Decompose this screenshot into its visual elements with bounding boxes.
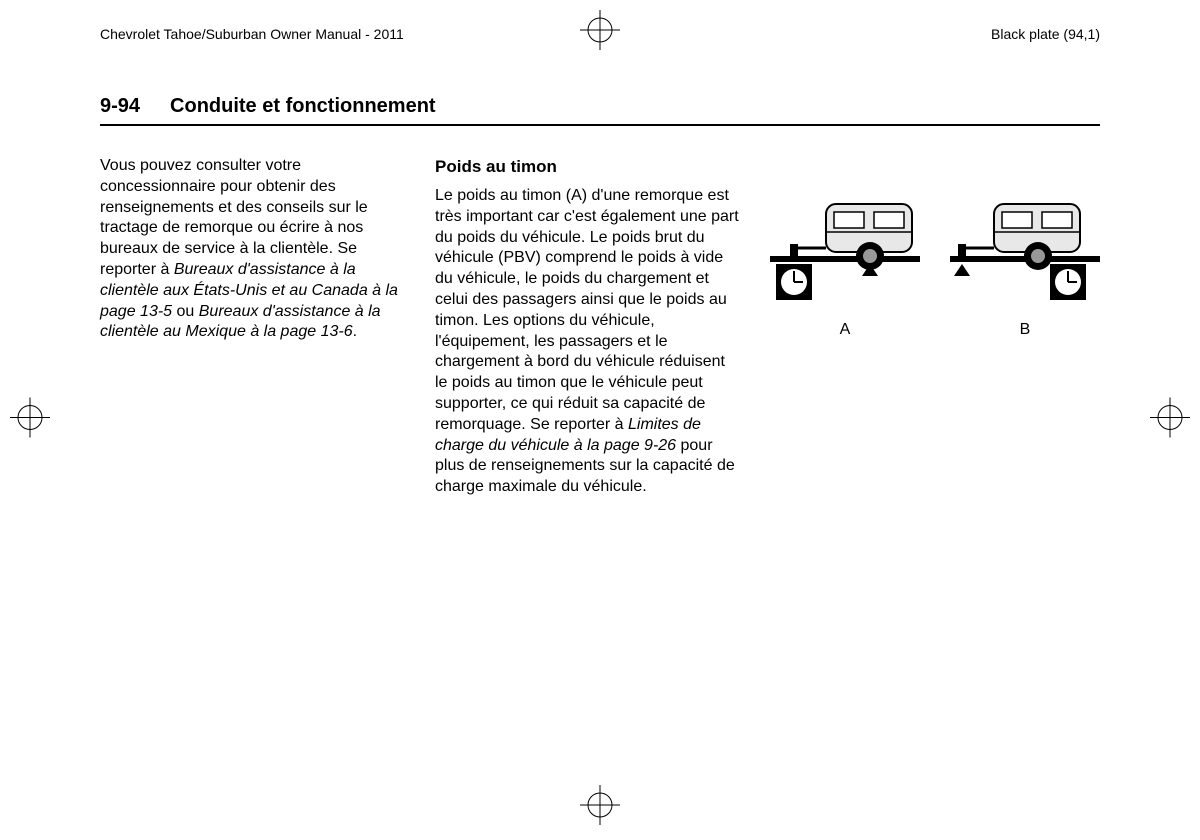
trailer-illustrations: A	[770, 186, 1100, 341]
tongue-weight-figure: A	[770, 186, 1100, 341]
col2-text-a: Le poids au timon (A) d'une remorque est…	[435, 187, 739, 433]
col1-paragraph: Vous pouvez consulter votre concessionna…	[100, 156, 405, 343]
page-title: Conduite et fonctionnement	[170, 95, 436, 118]
column-3: A	[770, 156, 1100, 508]
print-header: Chevrolet Tahoe/Suburban Owner Manual - …	[0, 26, 1200, 42]
trailer-b-group: B	[950, 186, 1100, 341]
crop-mark-right	[1150, 398, 1190, 443]
page-number: 9-94	[100, 95, 140, 118]
column-1: Vous pouvez consulter votre concessionna…	[100, 156, 405, 508]
col2-paragraph: Le poids au timon (A) d'une remorque est…	[435, 186, 740, 498]
col1-text-a: Vous pouvez consulter votre concessionna…	[100, 157, 368, 278]
trailer-b-label: B	[1020, 320, 1031, 341]
crop-mark-left	[10, 398, 50, 443]
trailer-b-icon	[950, 186, 1100, 306]
trailer-a-group: A	[770, 186, 920, 341]
col1-text-c: .	[353, 323, 357, 340]
manual-title: Chevrolet Tahoe/Suburban Owner Manual - …	[100, 26, 404, 42]
trailer-a-icon	[770, 186, 920, 306]
content-columns: Vous pouvez consulter votre concessionna…	[100, 156, 1100, 508]
trailer-a-label: A	[840, 320, 851, 341]
page-title-row: 9-94 Conduite et fonctionnement	[100, 95, 1100, 126]
col2-heading: Poids au timon	[435, 156, 740, 178]
plate-info: Black plate (94,1)	[991, 26, 1100, 42]
col1-text-b: ou	[172, 303, 199, 320]
column-2: Poids au timon Le poids au timon (A) d'u…	[435, 156, 740, 508]
page-content: 9-94 Conduite et fonctionnement Vous pou…	[100, 95, 1100, 800]
